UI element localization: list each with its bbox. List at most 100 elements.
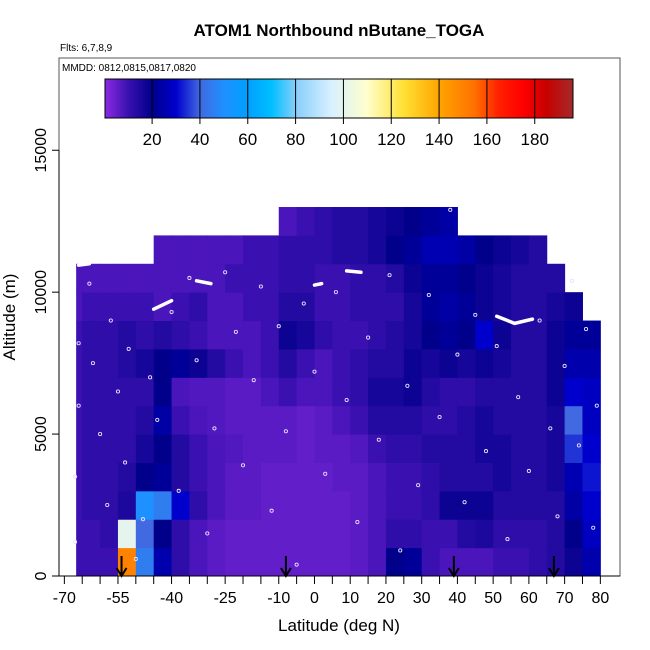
heatmap-cell <box>296 377 315 407</box>
heatmap-cell <box>100 434 119 463</box>
heatmap-cell <box>314 348 333 378</box>
sample-point <box>176 488 181 493</box>
colorbar-tick-label: 120 <box>377 130 405 149</box>
sample-point <box>455 352 460 357</box>
heatmap-cell <box>117 490 137 520</box>
heatmap-cell <box>153 490 173 520</box>
heatmap-cell <box>243 547 262 577</box>
sample-point <box>462 500 467 505</box>
heatmap-cell <box>439 320 458 350</box>
heatmap-cell <box>403 519 423 549</box>
heatmap-cell <box>278 547 298 577</box>
heatmap-cell <box>457 348 476 378</box>
heatmap-cell <box>546 490 566 520</box>
heatmap-cell <box>511 377 530 407</box>
heatmap-cell <box>153 462 173 492</box>
heatmap-cell <box>207 490 226 520</box>
heatmap-cell <box>475 263 494 293</box>
sample-point <box>355 520 360 525</box>
heatmap-cell <box>296 547 315 577</box>
sample-point <box>505 537 510 542</box>
heatmap-cell <box>171 405 190 435</box>
sample-point <box>483 449 489 454</box>
heatmap-cell <box>189 490 208 520</box>
heatmap-cell <box>528 462 548 492</box>
heatmap-cell <box>511 263 530 293</box>
sample-point <box>591 525 596 530</box>
heatmap-cell <box>296 320 315 350</box>
sample-point <box>87 281 92 286</box>
heatmap-cell <box>225 235 244 265</box>
sample-point <box>473 312 478 317</box>
heatmap-cell <box>385 263 405 293</box>
heatmap-cell <box>82 462 101 492</box>
heatmap-cell <box>82 434 101 463</box>
heatmap-cell <box>350 235 369 265</box>
heatmap-cell <box>225 292 244 322</box>
heatmap-cell <box>171 377 190 407</box>
heatmap-cell <box>421 434 441 463</box>
heatmap-cell <box>439 377 458 407</box>
heatmap-cell <box>100 263 119 293</box>
heatmap-cell <box>385 434 405 463</box>
heatmap-cell <box>332 405 351 435</box>
heatmap-cell <box>475 490 494 520</box>
heatmap-cell <box>332 434 351 463</box>
x-tick-label: -40 <box>160 590 183 607</box>
heatmap-cell <box>350 519 369 549</box>
x-axis: -70 -55 -40 -25 -10 0 10 20 30 40 50 60 70 80 <box>53 575 620 607</box>
heatmap-cell <box>350 490 369 520</box>
heatmap-cell <box>153 263 173 293</box>
sample-point <box>516 395 521 400</box>
heatmap-cell <box>528 490 548 520</box>
heatmap-cell <box>100 405 119 435</box>
heatmap-cell <box>135 377 155 407</box>
heatmap-cell <box>260 377 280 407</box>
heatmap-cell <box>153 377 173 407</box>
x-axis-label: Latitude (deg N) <box>278 616 400 635</box>
heatmap-cell <box>243 462 262 492</box>
heatmap-cell <box>225 377 244 407</box>
sample-point <box>258 284 263 289</box>
heatmap-cell <box>278 235 298 265</box>
heatmap-cell <box>314 519 333 549</box>
heatmap-cell <box>278 377 298 407</box>
colorbar-tick-label: 60 <box>238 130 257 149</box>
heatmap-cell <box>153 405 173 435</box>
colorbar-tick-label: 100 <box>329 130 357 149</box>
heatmap-cell <box>100 348 119 378</box>
heatmap-cell <box>332 462 351 492</box>
heatmap-cell <box>225 405 244 435</box>
heatmap-cell <box>528 348 548 378</box>
heatmap-cell <box>243 320 262 350</box>
heatmap-cell <box>243 490 262 520</box>
heatmap-cell <box>76 263 83 293</box>
heatmap-cell <box>475 547 494 577</box>
x-tick-label: -70 <box>53 590 76 607</box>
heatmap-cell <box>493 348 512 378</box>
heatmap-cell <box>385 519 405 549</box>
sample-point <box>98 432 103 437</box>
heatmap-cell <box>314 235 333 265</box>
heatmap-cell <box>368 547 387 577</box>
heatmap-cell <box>278 434 298 463</box>
heatmap-cell <box>260 547 280 577</box>
heatmap-cell <box>314 320 333 350</box>
heatmap-cell <box>368 434 387 463</box>
sample-point <box>148 375 153 380</box>
heatmap-cell <box>135 320 155 350</box>
heatmap-cell <box>278 263 298 293</box>
heatmap-cells <box>76 207 601 577</box>
heatmap-cell <box>546 519 566 549</box>
heatmap-cell <box>457 547 476 577</box>
heatmap-cell <box>189 462 208 492</box>
heatmap-cell <box>528 377 548 407</box>
heatmap-cell <box>564 377 583 407</box>
heatmap-cell <box>207 292 226 322</box>
heatmap-cell <box>207 462 226 492</box>
heatmap-cell <box>207 320 226 350</box>
heatmap-cell <box>475 462 494 492</box>
heatmap-cell <box>421 519 441 549</box>
heatmap-cell <box>117 263 137 293</box>
